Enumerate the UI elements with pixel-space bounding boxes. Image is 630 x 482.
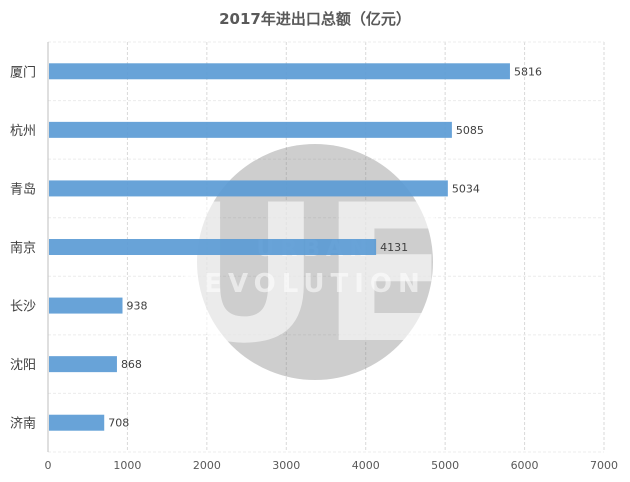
- category-label: 厦门: [10, 65, 36, 80]
- x-tick-label: 5000: [431, 459, 459, 472]
- x-tick-labels: 0 1000 2000 3000 4000 5000 6000 7000: [45, 459, 619, 472]
- category-label: 杭州: [10, 124, 36, 139]
- x-tick-label: 7000: [590, 459, 618, 472]
- bar: [49, 414, 105, 431]
- watermark-logo: UEURBANEVOLUTION: [167, 144, 451, 385]
- category-label: 青岛: [10, 181, 36, 197]
- category-label: 南京: [10, 240, 36, 256]
- x-tick-label: 1000: [113, 459, 141, 472]
- chart-title: 2017年进出口总额（亿元）: [219, 10, 411, 28]
- x-tick-label: 3000: [272, 459, 300, 472]
- watermark-text-bottom: EVOLUTION: [204, 269, 426, 299]
- bar-value-label: 868: [121, 358, 142, 371]
- bar-series: 5816 5085 5034 4131 938 868 708: [49, 63, 542, 431]
- bar-value-label: 5085: [456, 124, 484, 137]
- bar: [49, 63, 510, 80]
- watermark-logo-letters: UE: [167, 164, 451, 385]
- watermark-circle: [197, 144, 433, 380]
- bar: [49, 121, 452, 138]
- x-tick-label: 6000: [511, 459, 539, 472]
- x-tick-label: 2000: [193, 459, 221, 472]
- x-tick-label: 0: [45, 459, 52, 472]
- bar-value-label: 938: [127, 300, 148, 313]
- bar: [49, 356, 117, 373]
- bar-value-label: 708: [108, 417, 129, 430]
- bar-value-label: 5034: [452, 182, 480, 195]
- bar: [49, 297, 123, 314]
- category-label: 长沙: [10, 300, 36, 315]
- category-label: 沈阳: [10, 358, 36, 373]
- bar-value-label: 4131: [380, 241, 408, 254]
- bar-value-label: 5816: [514, 65, 542, 78]
- bar: [49, 239, 377, 255]
- bar: [49, 180, 448, 197]
- x-tick-label: 4000: [352, 459, 380, 472]
- category-label: 济南: [10, 416, 36, 432]
